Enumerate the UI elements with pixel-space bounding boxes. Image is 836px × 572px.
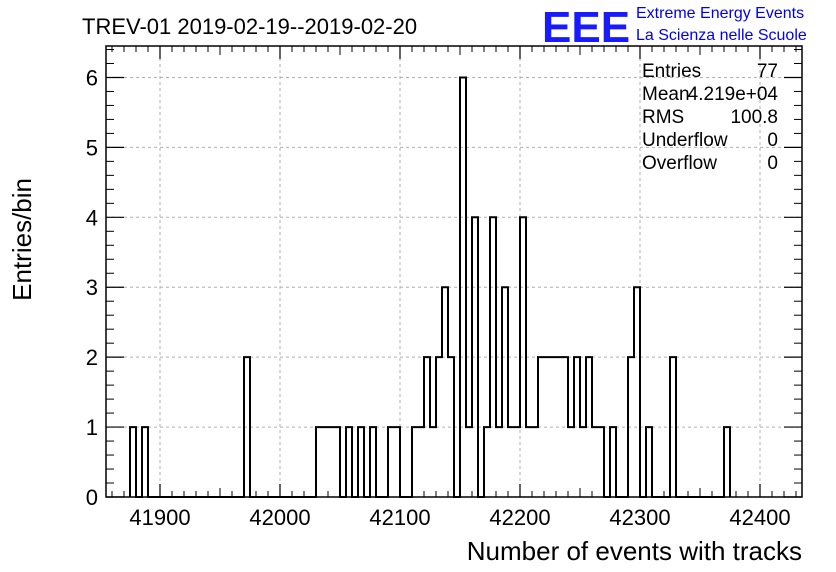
eee-logo-line1: Extreme Energy Events xyxy=(636,5,804,22)
stats-label: Mean xyxy=(642,84,690,105)
x-tick-label: 42100 xyxy=(369,505,430,530)
x-tick-label: 42300 xyxy=(609,505,670,530)
stats-value: 77 xyxy=(757,61,778,82)
histogram-bin xyxy=(328,427,334,497)
stats-label: RMS xyxy=(642,107,684,128)
histogram-bin xyxy=(322,427,328,497)
eee-logo-mark: EEE xyxy=(542,3,630,52)
x-tick-label: 42400 xyxy=(729,505,790,530)
stats-label: Underflow xyxy=(642,130,728,151)
stats-label: Entries xyxy=(642,61,701,82)
y-tick-label: 1 xyxy=(86,415,98,440)
y-axis-title: Entries/bin xyxy=(7,178,37,301)
y-tick-label: 4 xyxy=(86,205,98,230)
stats-label: Overflow xyxy=(642,153,717,174)
x-tick-label: 42200 xyxy=(489,505,550,530)
x-tick-label: 41900 xyxy=(129,505,190,530)
histogram-bin xyxy=(592,427,598,497)
y-tick-label: 2 xyxy=(86,345,98,370)
stats-value: 0 xyxy=(767,130,778,151)
histogram-bin xyxy=(568,427,574,497)
histogram-outline xyxy=(129,76,731,498)
histogram-bin xyxy=(532,427,538,497)
stats-value: 100.8 xyxy=(730,107,778,128)
axis-ticks: 41900 42000 42100 42200 42300 42400 0 1 2 3 4 5 6 xyxy=(86,46,802,530)
stats-value: 4.219e+04 xyxy=(688,84,779,105)
histogram-bin xyxy=(466,427,472,497)
histogram-bin xyxy=(580,427,586,497)
plot-frame xyxy=(105,45,803,498)
eee-logo-line2: La Scienza nelle Scuole xyxy=(636,27,807,44)
eee-logo: EEE Extreme Energy Events La Scienza nel… xyxy=(542,3,807,52)
histogram-bin xyxy=(526,427,532,497)
histogram-bin xyxy=(430,427,436,497)
x-tick-label: 42000 xyxy=(249,505,310,530)
histogram-bin xyxy=(508,427,514,497)
y-tick-label: 0 xyxy=(86,485,98,510)
stats-value: 0 xyxy=(767,153,778,174)
y-tick-label: 6 xyxy=(86,65,98,90)
histogram-bin xyxy=(514,427,520,497)
x-axis-title: Number of events with tracks xyxy=(467,536,802,566)
y-tick-label: 3 xyxy=(86,275,98,300)
histogram-bin xyxy=(418,427,424,497)
chart-title: TREV-01 2019-02-19--2019-02-20 xyxy=(82,14,417,39)
histogram-bars xyxy=(129,76,731,498)
y-tick-label: 5 xyxy=(86,135,98,160)
histogram-bin xyxy=(496,427,502,497)
